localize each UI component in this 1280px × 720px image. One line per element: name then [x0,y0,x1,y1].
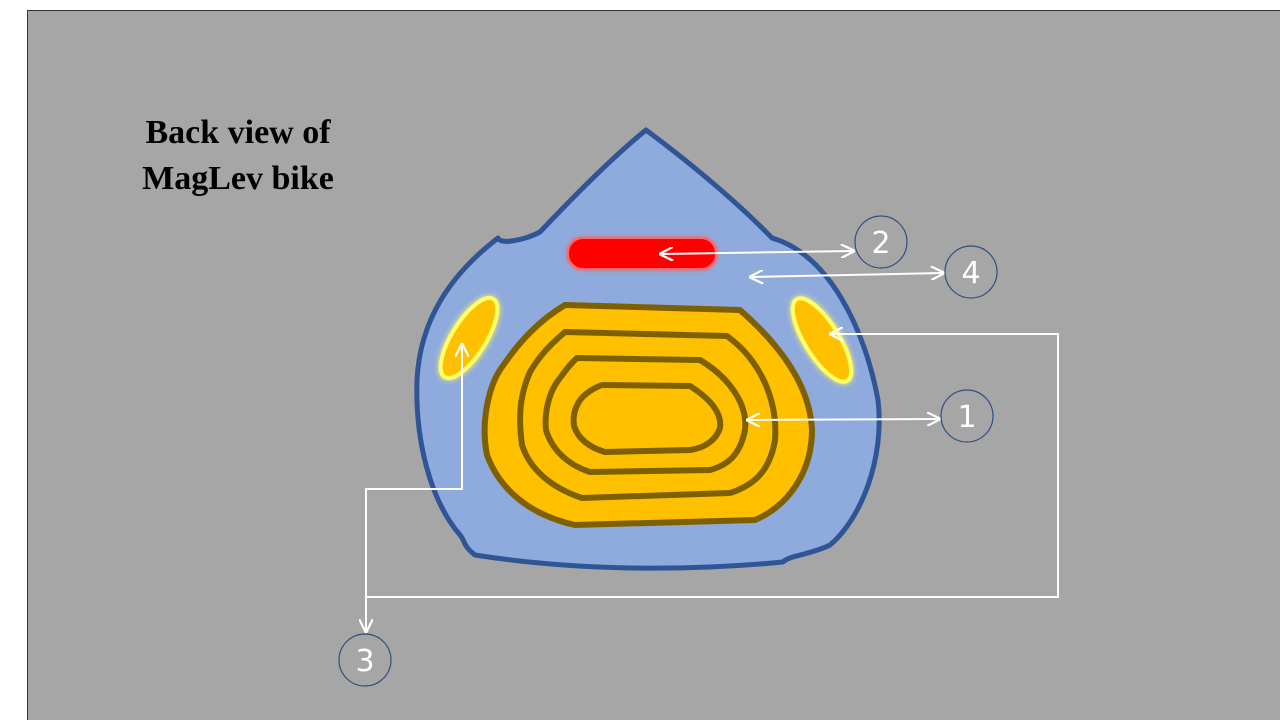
coil-ring-outer [481,302,815,528]
callout-line-2 [662,251,852,254]
diagram-title: Back view of MagLev bike [108,110,368,202]
callout-line-3-right [366,334,1059,598]
callout-label-2: 2 [871,226,890,261]
callout-circle-3 [338,633,392,687]
callout-4: 4 [944,245,998,299]
callout-2: 2 [854,215,908,269]
callout-label-3: 3 [355,644,374,679]
magnetic-coil [481,302,815,528]
title-line-1: Back view of [145,114,331,151]
callout-line-4 [752,273,942,277]
callout-label-1: 1 [957,400,976,435]
callout-circle-1 [940,389,994,443]
callout-label-4: 4 [961,256,980,291]
title-line-2: MagLev bike [142,160,334,197]
callout-3: 3 [338,633,392,687]
callout-1: 1 [940,389,994,443]
callout-circle-2 [854,215,908,269]
callout-circle-4 [944,245,998,299]
coil-ring-3 [542,355,749,475]
coil-ring-2 [517,329,779,501]
coil-ring-inner [570,382,724,455]
callout-line-3-left [366,346,462,630]
callout-line-1 [749,419,938,420]
